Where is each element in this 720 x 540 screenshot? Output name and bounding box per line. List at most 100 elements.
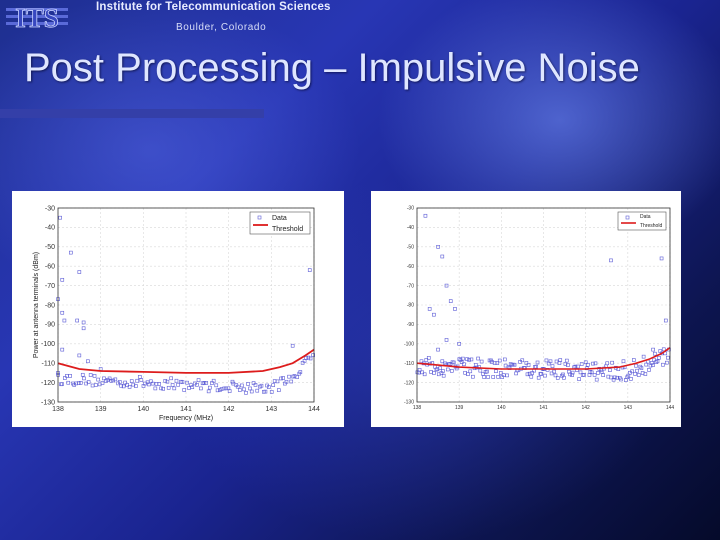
data-point: [552, 369, 556, 374]
data-point: [182, 388, 187, 392]
data-point: [536, 375, 541, 380]
data-point: [453, 307, 457, 311]
legend: Data Threshold: [617, 211, 667, 231]
data-point: [520, 358, 525, 363]
title-underline: [0, 109, 264, 118]
data-point: [657, 355, 661, 360]
data-point: [300, 360, 305, 365]
legend-threshold-label: Threshold: [272, 226, 303, 233]
data-point: [634, 363, 638, 368]
data-point: [594, 377, 599, 382]
data-point: [290, 343, 295, 348]
data-point: [544, 358, 549, 363]
data-point: [269, 390, 274, 394]
data-point: [655, 359, 660, 364]
data-point: [436, 372, 441, 377]
threshold-line: [416, 347, 671, 370]
data-point: [444, 283, 449, 288]
y-tick-label: -100: [41, 341, 55, 348]
data-point: [174, 378, 179, 383]
data-point: [643, 372, 648, 376]
y-tick-label: -70: [407, 283, 414, 289]
data-point: [153, 386, 158, 391]
data-point: [117, 380, 122, 384]
data-point: [81, 326, 86, 331]
data-point: [478, 368, 483, 373]
data-point: [539, 372, 543, 376]
data-point: [609, 375, 613, 380]
data-point: [494, 369, 498, 374]
data-point: [423, 213, 428, 218]
data-point: [284, 379, 289, 384]
data-point: [249, 389, 254, 394]
data-point: [227, 389, 232, 393]
x-tick-label: 144: [308, 406, 320, 413]
data-point: [68, 374, 72, 378]
x-tick-label: 140: [497, 405, 506, 411]
data-point: [279, 376, 283, 381]
data-point: [422, 372, 427, 377]
data-point: [450, 369, 454, 373]
data-point: [427, 307, 432, 311]
data-point: [555, 376, 560, 380]
plot-frame: [416, 207, 671, 403]
data-point: [202, 381, 207, 385]
data-point: [78, 380, 83, 385]
data-point: [651, 363, 655, 367]
data-point: [599, 369, 604, 374]
data-point: [432, 312, 436, 317]
data-point: [109, 378, 114, 383]
data-point: [553, 373, 558, 378]
data-point: [129, 379, 134, 383]
data-point: [195, 382, 199, 387]
data-point: [639, 366, 644, 370]
data-point: [647, 368, 651, 372]
data-point: [68, 250, 73, 255]
data-point: [176, 382, 180, 387]
data-point: [255, 388, 260, 393]
data-point: [448, 299, 453, 303]
data-point: [289, 379, 294, 384]
data-point: [419, 359, 424, 364]
data-point: [92, 374, 97, 378]
data-point: [311, 353, 315, 357]
x-tick-label: 143: [265, 406, 277, 413]
data-point: [465, 357, 469, 361]
data-point: [60, 277, 65, 282]
y-tick-label: -90: [407, 322, 414, 328]
data-point: [246, 382, 250, 386]
logo-text: ITS: [15, 4, 59, 30]
data-point: [610, 360, 614, 365]
data-point: [82, 376, 86, 381]
data-point: [150, 381, 155, 386]
data-point: [651, 347, 655, 352]
data-point: [501, 373, 506, 378]
data-point: [113, 377, 118, 382]
data-point: [514, 371, 518, 376]
data-point: [90, 383, 95, 388]
data-point: [185, 380, 189, 385]
y-tick-label: -50: [407, 244, 414, 250]
data-point: [451, 360, 456, 365]
data-point: [619, 377, 623, 382]
x-tick-label: 142: [581, 405, 590, 411]
data-point: [169, 376, 173, 381]
data-point: [561, 372, 565, 377]
data-point: [525, 372, 530, 377]
data-point: [440, 254, 445, 259]
data-point: [75, 318, 80, 323]
data-point: [165, 379, 170, 384]
legend-data-label: Data: [640, 214, 651, 220]
y-tick-label: -60: [407, 264, 414, 270]
data-point: [58, 215, 62, 220]
legend-data-marker: [257, 215, 262, 220]
data-point: [196, 378, 201, 382]
data-point: [159, 386, 163, 391]
data-point: [640, 371, 645, 375]
data-point: [578, 370, 583, 375]
data-point: [576, 364, 580, 369]
data-point: [251, 381, 256, 385]
data-point: [583, 360, 588, 365]
data-point: [139, 378, 144, 382]
data-point: [462, 362, 466, 367]
